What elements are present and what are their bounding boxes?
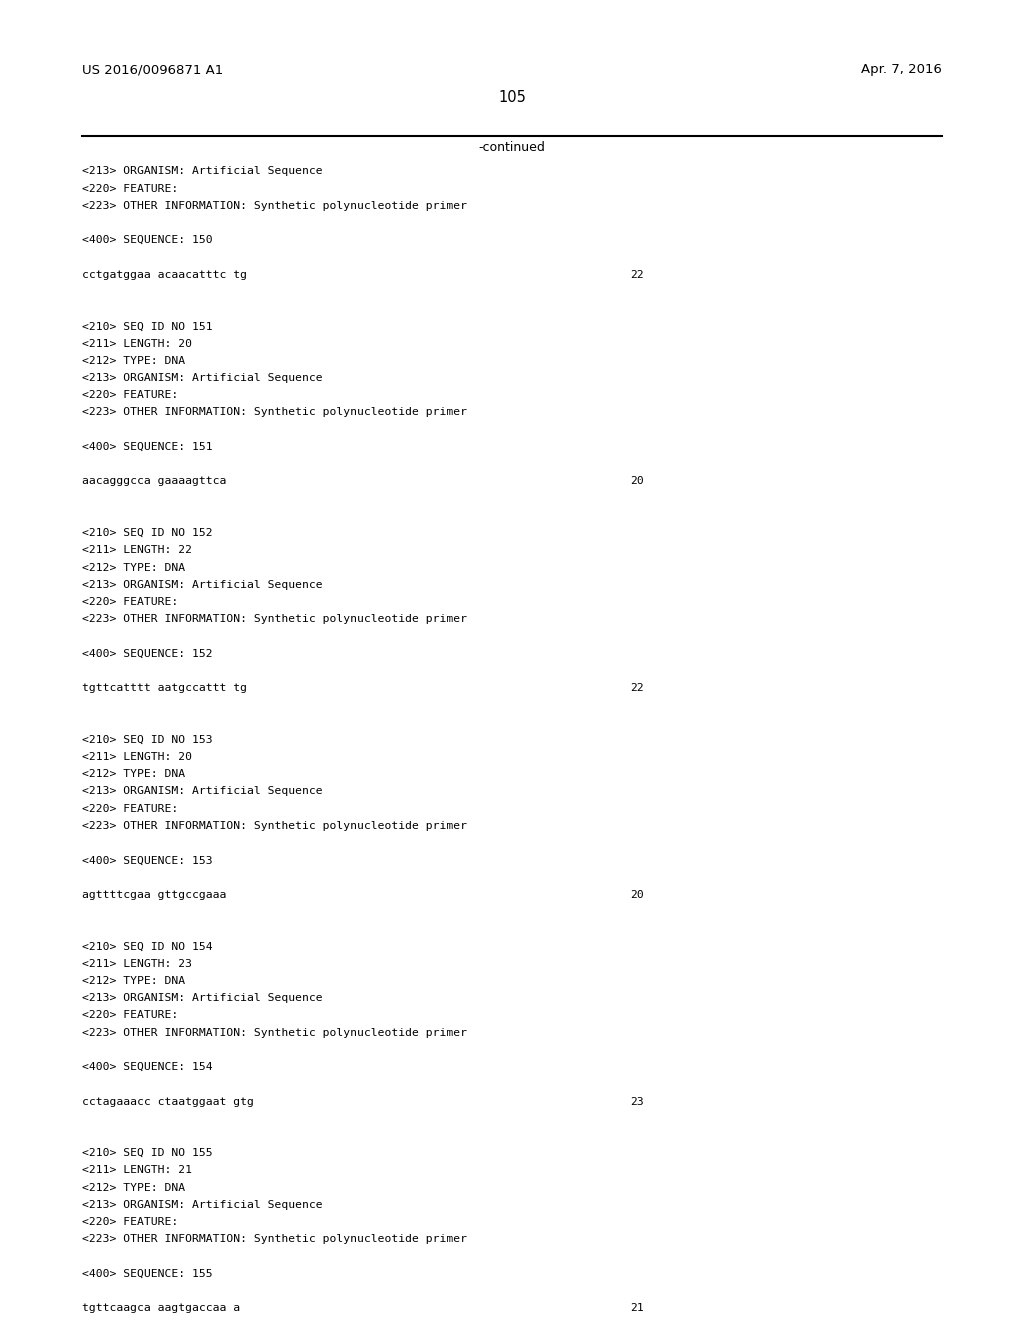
Text: <223> OTHER INFORMATION: Synthetic polynucleotide primer: <223> OTHER INFORMATION: Synthetic polyn… [82, 1028, 467, 1038]
Text: <210> SEQ ID NO 153: <210> SEQ ID NO 153 [82, 735, 213, 744]
Text: <210> SEQ ID NO 152: <210> SEQ ID NO 152 [82, 528, 213, 539]
Text: <211> LENGTH: 22: <211> LENGTH: 22 [82, 545, 191, 556]
Text: 20: 20 [630, 890, 643, 900]
Text: <400> SEQUENCE: 153: <400> SEQUENCE: 153 [82, 855, 213, 866]
Text: 22: 22 [630, 269, 643, 280]
Text: cctgatggaa acaacatttc tg: cctgatggaa acaacatttc tg [82, 269, 247, 280]
Text: <400> SEQUENCE: 150: <400> SEQUENCE: 150 [82, 235, 213, 246]
Text: <213> ORGANISM: Artificial Sequence: <213> ORGANISM: Artificial Sequence [82, 579, 323, 590]
Text: <213> ORGANISM: Artificial Sequence: <213> ORGANISM: Artificial Sequence [82, 787, 323, 796]
Text: <223> OTHER INFORMATION: Synthetic polynucleotide primer: <223> OTHER INFORMATION: Synthetic polyn… [82, 614, 467, 624]
Text: <210> SEQ ID NO 155: <210> SEQ ID NO 155 [82, 1148, 213, 1158]
Text: <220> FEATURE:: <220> FEATURE: [82, 183, 178, 194]
Text: <212> TYPE: DNA: <212> TYPE: DNA [82, 1183, 185, 1193]
Text: 20: 20 [630, 477, 643, 486]
Text: <400> SEQUENCE: 154: <400> SEQUENCE: 154 [82, 1063, 213, 1072]
Text: aacagggcca gaaaagttca: aacagggcca gaaaagttca [82, 477, 226, 486]
Text: <223> OTHER INFORMATION: Synthetic polynucleotide primer: <223> OTHER INFORMATION: Synthetic polyn… [82, 201, 467, 211]
Text: -continued: -continued [478, 141, 546, 154]
Text: <212> TYPE: DNA: <212> TYPE: DNA [82, 770, 185, 779]
Text: <400> SEQUENCE: 151: <400> SEQUENCE: 151 [82, 442, 213, 451]
Text: <210> SEQ ID NO 151: <210> SEQ ID NO 151 [82, 321, 213, 331]
Text: cctagaaacc ctaatggaat gtg: cctagaaacc ctaatggaat gtg [82, 1097, 254, 1106]
Text: Apr. 7, 2016: Apr. 7, 2016 [861, 63, 942, 77]
Text: <213> ORGANISM: Artificial Sequence: <213> ORGANISM: Artificial Sequence [82, 374, 323, 383]
Text: <210> SEQ ID NO 154: <210> SEQ ID NO 154 [82, 941, 213, 952]
Text: tgttcatttt aatgccattt tg: tgttcatttt aatgccattt tg [82, 684, 247, 693]
Text: <213> ORGANISM: Artificial Sequence: <213> ORGANISM: Artificial Sequence [82, 1200, 323, 1210]
Text: <211> LENGTH: 20: <211> LENGTH: 20 [82, 338, 191, 348]
Text: 23: 23 [630, 1097, 643, 1106]
Text: <211> LENGTH: 20: <211> LENGTH: 20 [82, 752, 191, 762]
Text: tgttcaagca aagtgaccaa a: tgttcaagca aagtgaccaa a [82, 1303, 240, 1313]
Text: 22: 22 [630, 684, 643, 693]
Text: <220> FEATURE:: <220> FEATURE: [82, 804, 178, 813]
Text: <223> OTHER INFORMATION: Synthetic polynucleotide primer: <223> OTHER INFORMATION: Synthetic polyn… [82, 408, 467, 417]
Text: <220> FEATURE:: <220> FEATURE: [82, 391, 178, 400]
Text: <400> SEQUENCE: 155: <400> SEQUENCE: 155 [82, 1269, 213, 1279]
Text: <212> TYPE: DNA: <212> TYPE: DNA [82, 562, 185, 573]
Text: <211> LENGTH: 21: <211> LENGTH: 21 [82, 1166, 191, 1175]
Text: <213> ORGANISM: Artificial Sequence: <213> ORGANISM: Artificial Sequence [82, 993, 323, 1003]
Text: 21: 21 [630, 1303, 643, 1313]
Text: <223> OTHER INFORMATION: Synthetic polynucleotide primer: <223> OTHER INFORMATION: Synthetic polyn… [82, 1234, 467, 1245]
Text: <220> FEATURE:: <220> FEATURE: [82, 1010, 178, 1020]
Text: <220> FEATURE:: <220> FEATURE: [82, 1217, 178, 1228]
Text: <211> LENGTH: 23: <211> LENGTH: 23 [82, 958, 191, 969]
Text: <212> TYPE: DNA: <212> TYPE: DNA [82, 356, 185, 366]
Text: <223> OTHER INFORMATION: Synthetic polynucleotide primer: <223> OTHER INFORMATION: Synthetic polyn… [82, 821, 467, 830]
Text: 105: 105 [498, 90, 526, 104]
Text: <220> FEATURE:: <220> FEATURE: [82, 597, 178, 607]
Text: US 2016/0096871 A1: US 2016/0096871 A1 [82, 63, 223, 77]
Text: <213> ORGANISM: Artificial Sequence: <213> ORGANISM: Artificial Sequence [82, 166, 323, 177]
Text: <400> SEQUENCE: 152: <400> SEQUENCE: 152 [82, 648, 213, 659]
Text: <212> TYPE: DNA: <212> TYPE: DNA [82, 975, 185, 986]
Text: agttttcgaa gttgccgaaa: agttttcgaa gttgccgaaa [82, 890, 226, 900]
